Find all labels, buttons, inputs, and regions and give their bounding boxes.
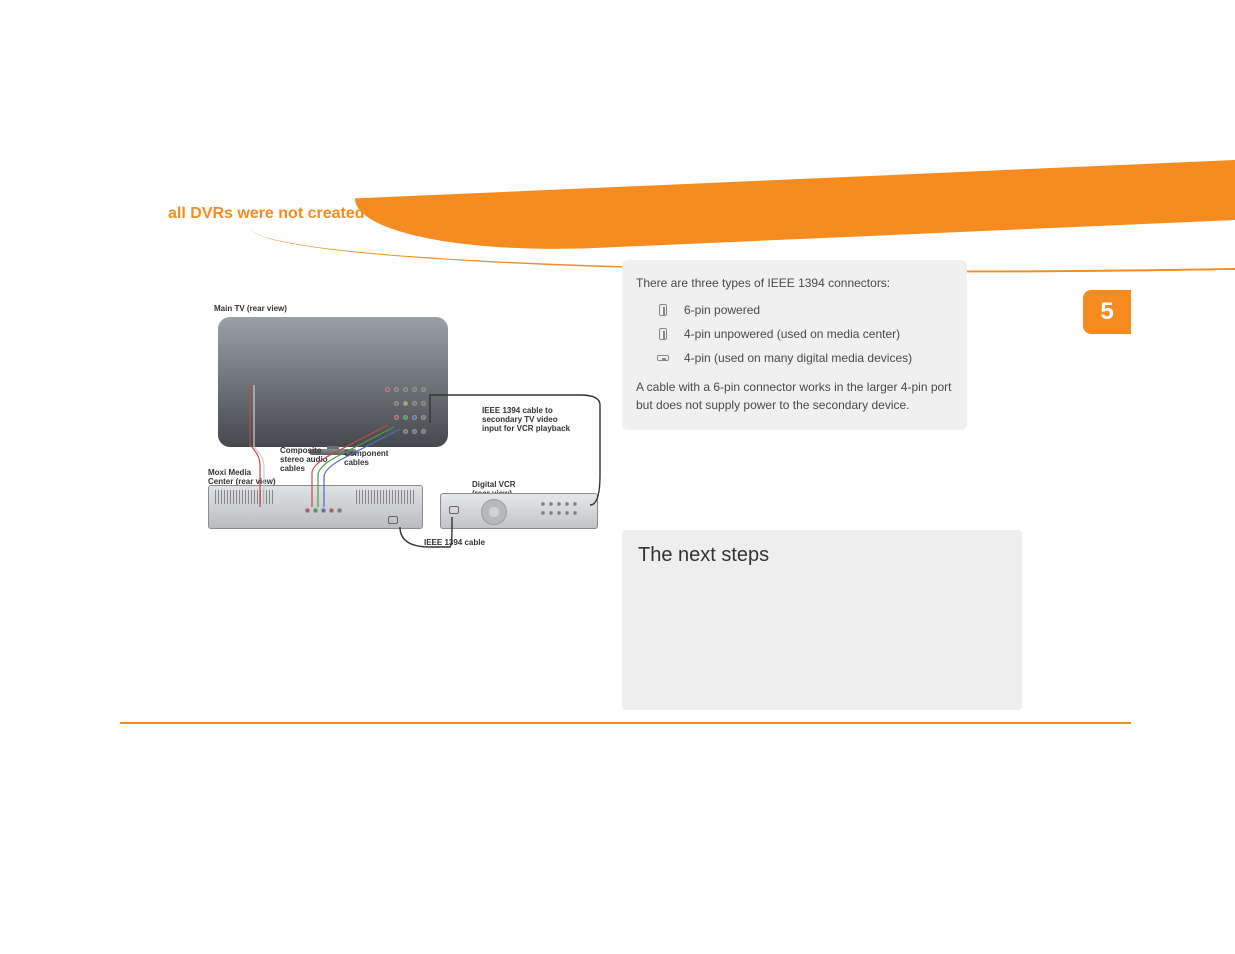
info-intro: There are three types of IEEE 1394 conne…	[636, 274, 953, 292]
connector-4pin-unpowered-icon	[656, 327, 670, 341]
next-steps-panel: The next steps	[622, 530, 1022, 710]
connector-label: 6-pin powered	[684, 301, 760, 319]
cable-composite-white	[254, 385, 264, 507]
connector-item-4pin-unpowered: 4-pin unpowered (used on media center)	[656, 322, 953, 346]
next-steps-heading: The next steps	[638, 544, 1006, 567]
header-swoosh-fill	[355, 160, 1235, 258]
cable-ieee1394-mc-dvcr	[400, 517, 452, 547]
info-footer: A cable with a 6-pin connector works in …	[636, 378, 953, 414]
connector-4pin-icon	[656, 351, 670, 365]
page-number: 5	[1100, 298, 1113, 326]
wiring-overlay	[200, 295, 610, 575]
ieee1394-info-panel: There are three types of IEEE 1394 conne…	[622, 260, 967, 430]
connection-diagram: Main TV (rear view) Moxi Media Center (r…	[200, 295, 610, 575]
connector-label: 4-pin (used on many digital media device…	[684, 349, 912, 367]
tagline: all DVRs were not created equal	[168, 205, 411, 223]
connector-list: 6-pin powered 4-pin unpowered (used on m…	[656, 298, 953, 370]
page-number-tab: 5	[1083, 290, 1131, 334]
cable-ieee1394-dvcr-tv	[430, 395, 600, 505]
connector-label: 4-pin unpowered (used on media center)	[684, 325, 900, 343]
cable-component-blue	[324, 429, 400, 507]
connector-item-6pin: 6-pin powered	[656, 298, 953, 322]
cable-composite-red	[250, 385, 260, 507]
connector-6pin-icon	[656, 303, 670, 317]
footer-rule	[120, 722, 1131, 724]
connector-item-4pin: 4-pin (used on many digital media device…	[656, 346, 953, 370]
